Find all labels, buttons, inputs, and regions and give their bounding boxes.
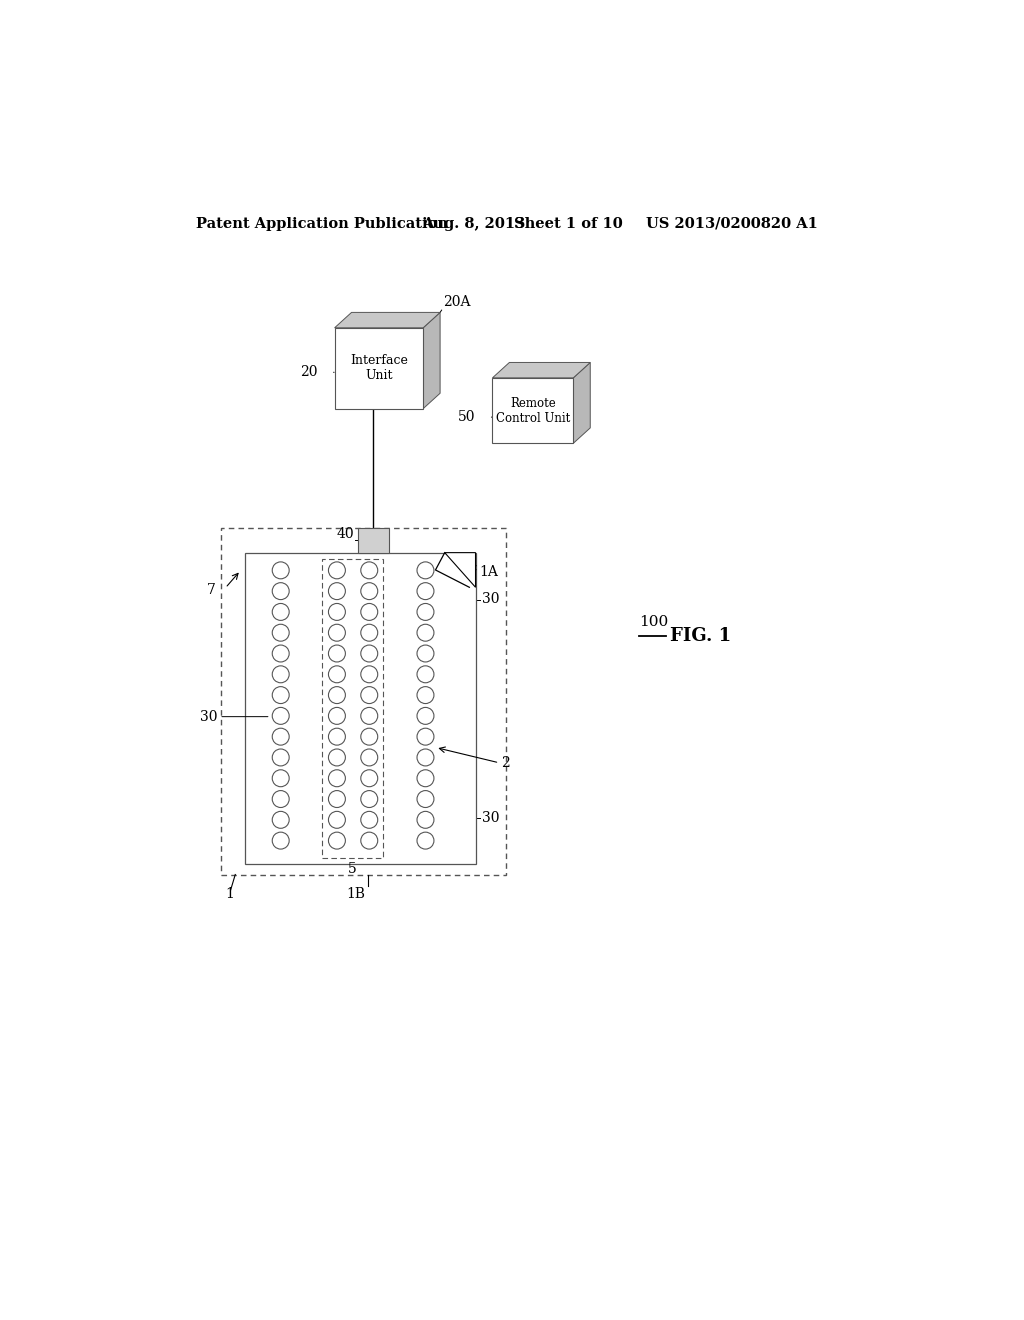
Polygon shape — [335, 327, 423, 409]
Polygon shape — [423, 313, 440, 409]
Bar — [221, 528, 506, 875]
Text: 2: 2 — [501, 756, 510, 770]
Text: Aug. 8, 2013: Aug. 8, 2013 — [422, 216, 525, 231]
Text: 1B: 1B — [347, 887, 366, 900]
Polygon shape — [493, 378, 573, 444]
Bar — [357, 528, 388, 553]
Text: 20A: 20A — [443, 294, 471, 309]
Polygon shape — [444, 553, 475, 587]
Polygon shape — [335, 313, 440, 327]
Text: US 2013/0200820 A1: US 2013/0200820 A1 — [646, 216, 818, 231]
Polygon shape — [493, 363, 590, 378]
Text: 30: 30 — [481, 591, 499, 606]
Text: Remote
Control Unit: Remote Control Unit — [496, 396, 570, 425]
Text: Patent Application Publication: Patent Application Publication — [196, 216, 449, 231]
Text: FIG. 1: FIG. 1 — [670, 627, 731, 644]
Text: 20: 20 — [300, 366, 317, 379]
Text: 50: 50 — [458, 411, 475, 424]
Text: 30: 30 — [200, 710, 217, 723]
Text: 5: 5 — [348, 862, 356, 876]
Text: 1: 1 — [225, 887, 234, 900]
Text: 7: 7 — [207, 582, 215, 597]
Text: 30: 30 — [481, 812, 499, 825]
Text: 100: 100 — [639, 615, 668, 628]
Text: 1A: 1A — [479, 565, 499, 579]
Text: 40: 40 — [336, 527, 354, 541]
Bar — [245, 553, 475, 865]
Polygon shape — [573, 363, 590, 444]
Text: Interface
Unit: Interface Unit — [350, 354, 408, 383]
Bar — [322, 558, 383, 858]
Text: Sheet 1 of 10: Sheet 1 of 10 — [514, 216, 623, 231]
